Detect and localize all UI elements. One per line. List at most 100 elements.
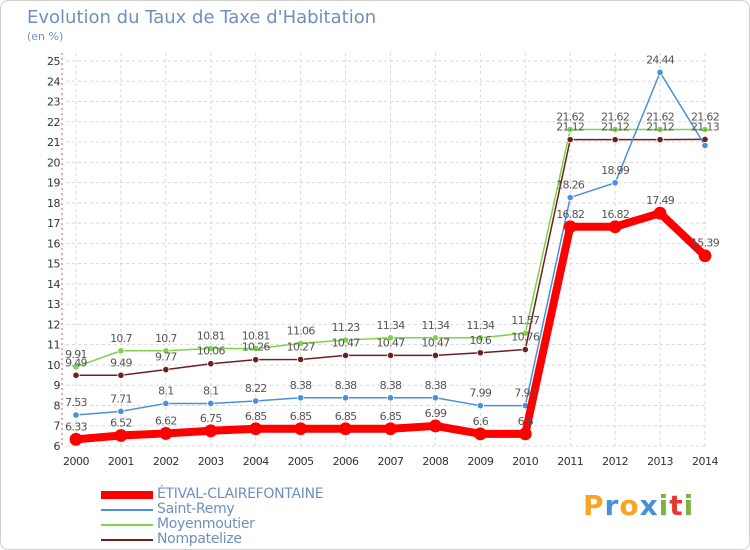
data-point-etival-clairefontaine (339, 422, 352, 436)
data-point-saint-remy (252, 397, 260, 405)
data-point-nompatelize (117, 371, 125, 379)
series-lines (69, 68, 712, 446)
legend-swatch (101, 491, 153, 499)
data-point-saint-remy (656, 68, 664, 76)
data-point-saint-remy (566, 193, 574, 202)
data-label-etival-clairefontaine: 15.39 (691, 237, 720, 250)
y-tick-label: 12 (47, 318, 60, 331)
data-label-saint-remy: 18.99 (601, 164, 630, 177)
data-point-moyenmoutier (386, 334, 395, 342)
legend-label: Moyenmoutier (157, 516, 255, 532)
logo-letter: t (669, 489, 684, 522)
data-label-nompatelize: 10.47 (421, 336, 450, 349)
data-point-saint-remy (297, 394, 305, 402)
data-label-nompatelize: 9.49 (65, 356, 87, 369)
data-label-saint-remy: 7.71 (110, 392, 132, 405)
data-point-nompatelize (162, 366, 170, 374)
data-point-saint-remy (72, 411, 80, 419)
data-label-moyenmoutier: 11.57 (511, 314, 540, 327)
data-label-moyenmoutier: 10.81 (197, 330, 225, 343)
x-tick-label: 2009 (467, 455, 493, 468)
data-point-saint-remy (431, 394, 440, 402)
data-point-moyenmoutier (476, 334, 484, 342)
y-tick-label: 20 (47, 156, 60, 169)
x-tick-label: 2001 (108, 455, 134, 468)
y-tick-label: 15 (47, 258, 60, 271)
data-label-moyenmoutier: 11.34 (377, 319, 406, 332)
logo-letter: r (604, 489, 620, 522)
data-label-nompatelize: 9.77 (155, 351, 177, 364)
y-tick-label: 18 (47, 197, 60, 210)
axes: 6 7 8 9 10 11 12 13 14 15 16 17 18 19 20 21 22 23 24 25 2000… (47, 53, 719, 468)
y-tick-label: 21 (47, 136, 60, 149)
data-label-nompatelize: 10.06 (197, 345, 226, 358)
proxiti-logo: Proxiti (583, 489, 694, 522)
data-point-etival-clairefontaine (518, 427, 532, 441)
data-label-etival-clairefontaine: 16.82 (601, 208, 629, 221)
chart-unit-label: (en %) (27, 30, 64, 43)
data-point-moyenmoutier (252, 344, 260, 353)
y-tick-label: 9 (54, 379, 61, 392)
data-label-moyenmoutier: 11.23 (332, 321, 361, 334)
data-label-nompatelize: 21.12 (556, 121, 584, 134)
data-label-etival-clairefontaine: 6.99 (425, 407, 447, 420)
y-tick-label: 22 (47, 116, 60, 129)
x-tick-label: 2014 (692, 455, 718, 468)
x-tick-label: 2011 (557, 455, 583, 468)
data-label-nompatelize: 21.12 (646, 121, 674, 134)
data-point-saint-remy (701, 141, 709, 150)
data-label-nompatelize: 10.6 (470, 334, 492, 347)
data-label-etival-clairefontaine: 17.49 (646, 194, 675, 207)
data-label-saint-remy: 8.22 (245, 382, 267, 395)
data-point-nompatelize (431, 351, 440, 360)
data-labels: 9.91 10.7 10.7 10.81 10.81 11.06 11.23 11.34 11.… (65, 53, 720, 433)
data-label-saint-remy: 7.53 (65, 396, 87, 409)
data-point-nompatelize (72, 371, 80, 379)
data-point-moyenmoutier (117, 347, 125, 355)
data-label-moyenmoutier: 10.7 (110, 332, 132, 345)
data-point-nompatelize (341, 351, 350, 360)
data-label-moyenmoutier: 21.62 (646, 110, 674, 123)
data-point-etival-clairefontaine (294, 422, 308, 436)
data-label-nompatelize: 10.47 (377, 336, 406, 349)
data-label-etival-clairefontaine: 6.85 (245, 410, 267, 423)
y-tick-label: 14 (47, 278, 60, 291)
grid (66, 53, 706, 447)
y-tick-label: 13 (47, 298, 60, 311)
data-point-moyenmoutier (656, 125, 664, 134)
data-point-moyenmoutier (297, 339, 305, 348)
data-point-nompatelize (656, 136, 664, 144)
logo-letter: i (658, 489, 670, 522)
logo-letter: i (683, 489, 695, 522)
data-point-moyenmoutier (431, 334, 440, 342)
data-label-saint-remy: 18.26 (556, 179, 585, 192)
data-point-etival-clairefontaine (473, 427, 487, 441)
data-label-nompatelize: 10.76 (511, 331, 540, 344)
y-tick-label: 23 (47, 96, 60, 109)
x-tick-label: 2004 (243, 455, 269, 468)
data-point-nompatelize (207, 360, 215, 368)
data-point-etival-clairefontaine (159, 427, 173, 440)
data-label-nompatelize: 10.26 (242, 341, 271, 354)
y-tick-label: 25 (47, 55, 60, 68)
y-tick-label: 11 (47, 339, 60, 352)
data-point-etival-clairefontaine (608, 220, 622, 234)
data-point-etival-clairefontaine (114, 429, 128, 442)
data-point-saint-remy (162, 399, 170, 408)
data-label-saint-remy: 8.1 (203, 384, 218, 397)
x-tick-label: 2002 (153, 455, 179, 468)
data-point-moyenmoutier (207, 344, 215, 353)
x-tick-label: 2005 (288, 455, 314, 468)
data-label-etival-clairefontaine: 6.75 (200, 412, 222, 425)
data-label-nompatelize: 10.27 (287, 340, 316, 353)
data-point-nompatelize (252, 356, 260, 364)
x-tick-label: 2013 (647, 455, 673, 468)
x-tick-label: 2008 (422, 455, 448, 468)
data-label-saint-remy: 8.38 (425, 379, 447, 392)
data-label-etival-clairefontaine: 6.85 (335, 410, 357, 423)
y-tick-label: 8 (54, 399, 61, 412)
data-point-saint-remy (207, 399, 215, 408)
legend-label: Nompatelize (157, 531, 242, 547)
